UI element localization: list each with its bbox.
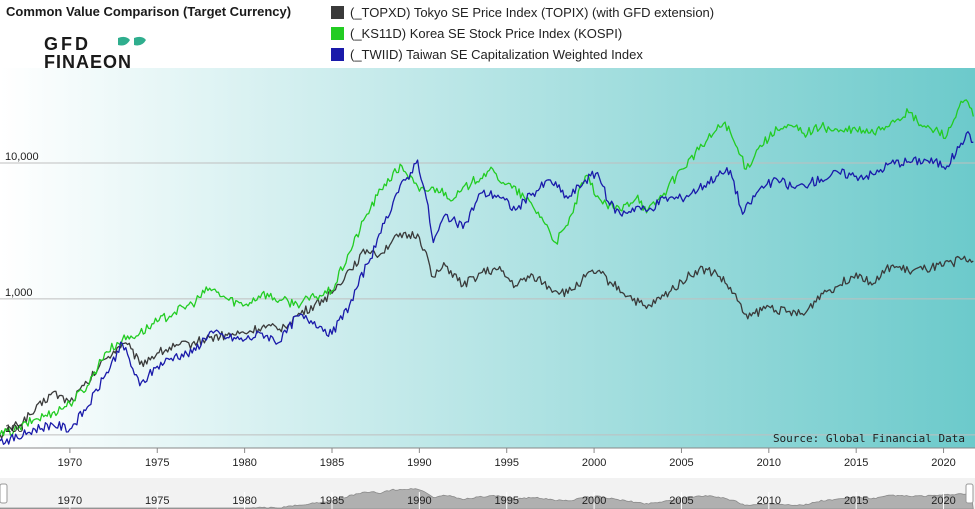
chart-title: Common Value Comparison (Target Currency… [6, 4, 292, 19]
x-tick-label: 1970 [58, 457, 82, 469]
x-axis-labels: 1970 1975 1980 1985 1990 1995 2000 2005 2010 2015… [0, 447, 975, 469]
legend-swatch-topix [331, 5, 344, 19]
x-tick-label: 2010 [757, 457, 781, 469]
chart-header: Common Value Comparison (Target Currency… [0, 0, 975, 70]
source-note: Source: Global Financial Data [772, 432, 965, 445]
legend-item-taiex[interactable]: (_TWIID) Taiwan SE Capitalization Weight… [331, 45, 643, 63]
y-tick-label: 100 [5, 423, 23, 435]
series-layer [0, 99, 974, 445]
x-tick-label: 2000 [582, 457, 606, 469]
legend-swatch-taiex [331, 47, 344, 61]
grid-lines [0, 162, 975, 436]
x-tick-label: 2020 [931, 457, 955, 469]
legend-item-topix[interactable]: (_TOPXD) Tokyo SE Price Index (TOPIX) (w… [331, 3, 714, 21]
x-tick-label: 1990 [407, 457, 431, 469]
navigator-tick-label: 1990 [407, 495, 431, 507]
main-chart[interactable]: 100 1,000 10,000 1970 1975 1980 1985 1990 1995 2… [0, 0, 975, 478]
x-tick-label: 1980 [232, 457, 256, 469]
y-tick-label: 1,000 [5, 287, 33, 299]
y-axis-labels: 100 1,000 10,000 [5, 151, 39, 435]
series-line-2 [0, 131, 974, 445]
navigator-tick-label: 1975 [145, 495, 169, 507]
x-tick-label: 2015 [844, 457, 868, 469]
navigator-tick-label: 2005 [669, 495, 693, 507]
logo-line2: FINAEON [44, 52, 132, 70]
series-line-0 [0, 231, 974, 439]
navigator-tick-label: 2000 [582, 495, 606, 507]
legend-label-topix: (_TOPXD) Tokyo SE Price Index (TOPIX) (w… [350, 4, 715, 20]
navigator-tick-label: 1985 [320, 495, 344, 507]
x-tick-label: 1975 [145, 457, 169, 469]
x-tick-label: 1995 [494, 457, 518, 469]
leaf-icon [118, 36, 146, 46]
navigator-tick-label: 2010 [757, 495, 781, 507]
legend-swatch-kospi [331, 26, 344, 40]
navigator-tick-label: 1995 [494, 495, 518, 507]
plot-area [0, 68, 975, 448]
navigator-series-area [0, 488, 974, 509]
x-tick-label: 2005 [669, 457, 693, 469]
navigator-handle-right[interactable] [965, 483, 974, 504]
range-navigator[interactable]: 1970 1975 1980 1985 1990 1995 2000 2005 2010 2015… [0, 478, 975, 509]
navigator-tick-label: 1980 [232, 495, 256, 507]
legend-label-kospi: (_KS11D) Korea SE Stock Price Index (KOS… [350, 25, 623, 41]
navigator-tick-label: 2015 [844, 495, 868, 507]
x-tick-label: 1985 [320, 457, 344, 469]
navigator-x-labels: 1970 1975 1980 1985 1990 1995 2000 2005 2010 2015… [58, 492, 956, 509]
gfd-finaeon-logo: GFD FINAEON [44, 34, 146, 70]
series-line-1 [0, 99, 974, 437]
logo-line1: GFD [44, 34, 91, 54]
y-tick-label: 10,000 [5, 151, 39, 163]
navigator-tick-label: 2020 [931, 495, 955, 507]
navigator-handle-left[interactable] [0, 483, 8, 504]
legend-item-kospi[interactable]: (_KS11D) Korea SE Stock Price Index (KOS… [331, 24, 622, 42]
legend-label-taiex: (_TWIID) Taiwan SE Capitalization Weight… [350, 46, 643, 62]
navigator-tick-label: 1970 [58, 495, 82, 507]
